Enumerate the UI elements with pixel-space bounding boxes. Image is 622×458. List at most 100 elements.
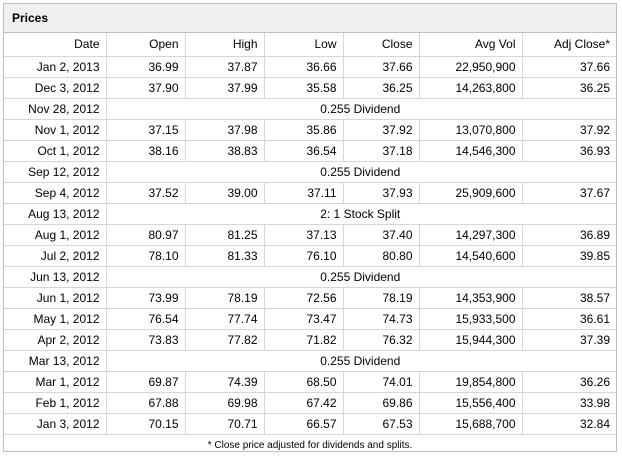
cell-open: 73.99 bbox=[106, 287, 186, 309]
cell-high: 70.71 bbox=[185, 413, 265, 435]
cell-low: 76.10 bbox=[264, 245, 344, 267]
cell-adj-close: 32.84 bbox=[522, 413, 616, 435]
cell-adj-close: 37.92 bbox=[522, 119, 616, 141]
cell-adj-close: 37.39 bbox=[522, 329, 616, 351]
cell-event: 0.255 Dividend bbox=[106, 98, 616, 120]
cell-date: Jan 2, 2013 bbox=[4, 56, 107, 78]
table-row: Jan 3, 2012 70.15 70.71 66.57 67.53 15,688,70… bbox=[4, 413, 616, 435]
cell-close: 78.19 bbox=[343, 287, 420, 309]
cell-date: Jan 3, 2012 bbox=[4, 413, 107, 435]
cell-low: 66.57 bbox=[264, 413, 344, 435]
cell-low: 37.13 bbox=[264, 224, 344, 246]
col-header-adj-close: Adj Close* bbox=[522, 33, 616, 57]
cell-date: Dec 3, 2012 bbox=[4, 77, 107, 99]
cell-avg-vol: 25,909,600 bbox=[419, 182, 523, 204]
col-header-open: Open bbox=[106, 33, 186, 57]
cell-open: 70.15 bbox=[106, 413, 186, 435]
cell-avg-vol: 19,854,800 bbox=[419, 371, 523, 393]
cell-date: Jun 1, 2012 bbox=[4, 287, 107, 309]
cell-high: 37.87 bbox=[185, 56, 265, 78]
cell-open: 67.88 bbox=[106, 392, 186, 414]
cell-low: 67.42 bbox=[264, 392, 344, 414]
cell-open: 37.15 bbox=[106, 119, 186, 141]
cell-high: 81.25 bbox=[185, 224, 265, 246]
cell-date: May 1, 2012 bbox=[4, 308, 107, 330]
table-row: Sep 4, 2012 37.52 39.00 37.11 37.93 25,909,60… bbox=[4, 182, 616, 204]
event-row: Nov 28, 2012 0.255 Dividend bbox=[4, 98, 616, 120]
cell-adj-close: 33.98 bbox=[522, 392, 616, 414]
cell-low: 35.58 bbox=[264, 77, 344, 99]
cell-high: 77.82 bbox=[185, 329, 265, 351]
cell-date: Nov 1, 2012 bbox=[4, 119, 107, 141]
prices-panel: Prices Date Open High Low Close Avg Vol … bbox=[3, 3, 617, 452]
cell-date: Apr 2, 2012 bbox=[4, 329, 107, 351]
cell-date: Mar 13, 2012 bbox=[4, 350, 107, 372]
cell-date: Feb 1, 2012 bbox=[4, 392, 107, 414]
table-row: Apr 2, 2012 73.83 77.82 71.82 76.32 15,944,30… bbox=[4, 329, 616, 351]
cell-open: 78.10 bbox=[106, 245, 186, 267]
cell-adj-close: 37.67 bbox=[522, 182, 616, 204]
table-row: Jul 2, 2012 78.10 81.33 76.10 80.80 14,540,60… bbox=[4, 245, 616, 267]
cell-open: 37.52 bbox=[106, 182, 186, 204]
cell-date: Jun 13, 2012 bbox=[4, 266, 107, 288]
cell-high: 77.74 bbox=[185, 308, 265, 330]
cell-high: 74.39 bbox=[185, 371, 265, 393]
cell-high: 38.83 bbox=[185, 140, 265, 162]
cell-close: 37.18 bbox=[343, 140, 420, 162]
cell-adj-close: 38.57 bbox=[522, 287, 616, 309]
cell-avg-vol: 15,933,500 bbox=[419, 308, 523, 330]
cell-low: 71.82 bbox=[264, 329, 344, 351]
cell-close: 80.80 bbox=[343, 245, 420, 267]
cell-close: 69.86 bbox=[343, 392, 420, 414]
cell-date: Aug 13, 2012 bbox=[4, 203, 107, 225]
cell-low: 68.50 bbox=[264, 371, 344, 393]
cell-date: Sep 12, 2012 bbox=[4, 161, 107, 183]
cell-low: 36.54 bbox=[264, 140, 344, 162]
table-row: Nov 1, 2012 37.15 37.98 35.86 37.92 13,070,80… bbox=[4, 119, 616, 141]
cell-avg-vol: 15,944,300 bbox=[419, 329, 523, 351]
cell-date: Nov 28, 2012 bbox=[4, 98, 107, 120]
col-header-date: Date bbox=[4, 33, 107, 57]
table-row: Jan 2, 2013 36.99 37.87 36.66 37.66 22,950,90… bbox=[4, 56, 616, 78]
table-row: Feb 1, 2012 67.88 69.98 67.42 69.86 15,556,40… bbox=[4, 392, 616, 414]
event-row: Mar 13, 2012 0.255 Dividend bbox=[4, 350, 616, 372]
cell-low: 35.86 bbox=[264, 119, 344, 141]
table-row: Dec 3, 2012 37.90 37.99 35.58 36.25 14,263,80… bbox=[4, 77, 616, 99]
cell-low: 72.56 bbox=[264, 287, 344, 309]
cell-open: 37.90 bbox=[106, 77, 186, 99]
col-header-avg-vol: Avg Vol bbox=[419, 33, 523, 57]
cell-adj-close: 36.93 bbox=[522, 140, 616, 162]
cell-date: Oct 1, 2012 bbox=[4, 140, 107, 162]
cell-avg-vol: 13,070,800 bbox=[419, 119, 523, 141]
cell-event: 0.255 Dividend bbox=[106, 350, 616, 372]
table-row: May 1, 2012 76.54 77.74 73.47 74.73 15,933,50… bbox=[4, 308, 616, 330]
cell-open: 73.83 bbox=[106, 329, 186, 351]
cell-avg-vol: 22,950,900 bbox=[419, 56, 523, 78]
cell-date: Jul 2, 2012 bbox=[4, 245, 107, 267]
table-row: Mar 1, 2012 69.87 74.39 68.50 74.01 19,854,80… bbox=[4, 371, 616, 393]
cell-high: 69.98 bbox=[185, 392, 265, 414]
cell-close: 74.73 bbox=[343, 308, 420, 330]
cell-avg-vol: 14,546,300 bbox=[419, 140, 523, 162]
cell-open: 80.97 bbox=[106, 224, 186, 246]
cell-date: Sep 4, 2012 bbox=[4, 182, 107, 204]
cell-high: 81.33 bbox=[185, 245, 265, 267]
cell-adj-close: 37.66 bbox=[522, 56, 616, 78]
event-row: Jun 13, 2012 0.255 Dividend bbox=[4, 266, 616, 288]
cell-high: 37.98 bbox=[185, 119, 265, 141]
cell-close: 67.53 bbox=[343, 413, 420, 435]
cell-close: 76.32 bbox=[343, 329, 420, 351]
cell-adj-close: 36.89 bbox=[522, 224, 616, 246]
event-row: Sep 12, 2012 0.255 Dividend bbox=[4, 161, 616, 183]
cell-open: 69.87 bbox=[106, 371, 186, 393]
cell-open: 76.54 bbox=[106, 308, 186, 330]
event-row: Aug 13, 2012 2: 1 Stock Split bbox=[4, 203, 616, 225]
cell-close: 74.01 bbox=[343, 371, 420, 393]
cell-avg-vol: 14,540,600 bbox=[419, 245, 523, 267]
cell-close: 37.92 bbox=[343, 119, 420, 141]
header-row: Date Open High Low Close Avg Vol Adj Clo… bbox=[4, 33, 616, 57]
cell-adj-close: 39.85 bbox=[522, 245, 616, 267]
table-row: Jun 1, 2012 73.99 78.19 72.56 78.19 14,353,90… bbox=[4, 287, 616, 309]
cell-date: Mar 1, 2012 bbox=[4, 371, 107, 393]
footnote: * Close price adjusted for dividends and… bbox=[207, 439, 413, 451]
